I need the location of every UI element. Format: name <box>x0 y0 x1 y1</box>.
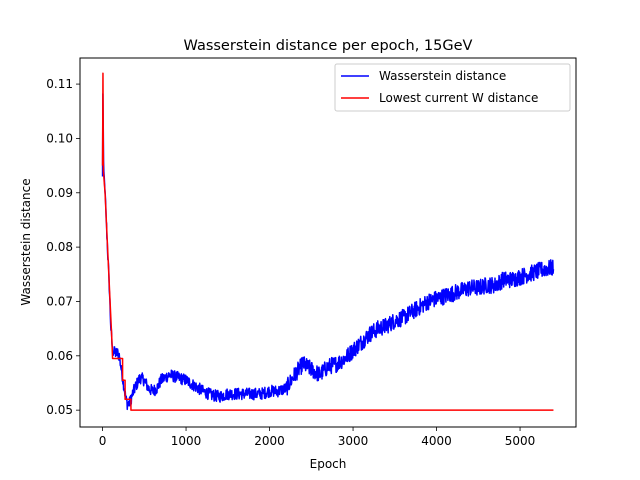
series-line-wasserstein <box>101 93 555 411</box>
chart-title: Wasserstein distance per epoch, 15GeV <box>184 38 473 54</box>
x-axis-label: Epoch <box>310 457 347 471</box>
y-tick-label: 0.11 <box>46 77 73 91</box>
legend-box <box>334 63 571 112</box>
x-tick-label: 2000 <box>254 434 285 448</box>
legend-label-lowest: Lowest current W distance <box>379 91 538 105</box>
ticks-layer: 0 1000 2000 3000 4000 5000 0.05 0.06 0.07 0.08 0.0… <box>46 77 535 448</box>
x-tick-label: 0 <box>99 434 107 448</box>
series-line-lowest <box>101 72 554 411</box>
series-layer <box>101 72 555 411</box>
legend-label-wasserstein: Wasserstein distance <box>379 69 506 83</box>
y-tick-label: 0.07 <box>46 294 73 308</box>
y-axis-label: Wasserstein distance <box>19 178 33 305</box>
x-tick-label: 5000 <box>505 434 536 448</box>
y-tick-label: 0.10 <box>46 131 73 145</box>
x-tick-label: 3000 <box>338 434 369 448</box>
y-tick-label: 0.09 <box>46 186 73 200</box>
y-tick-label: 0.05 <box>46 403 73 417</box>
y-tick-label: 0.06 <box>46 349 73 363</box>
x-tick-label: 4000 <box>421 434 452 448</box>
legend: Wasserstein distance Lowest current W di… <box>334 63 571 112</box>
plot-frame <box>79 57 577 428</box>
x-tick-label: 1000 <box>171 434 202 448</box>
y-tick-label: 0.08 <box>46 240 73 254</box>
